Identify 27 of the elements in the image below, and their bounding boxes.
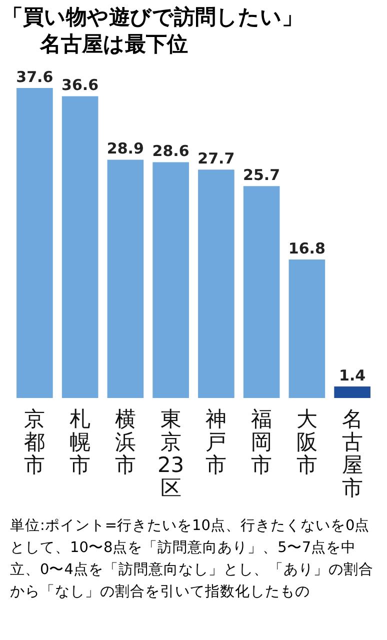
bar <box>334 386 370 398</box>
x-tick-label: 神戸市 <box>206 407 227 477</box>
x-tick-label: 札幌市 <box>70 407 91 477</box>
data-label: 16.8 <box>288 239 326 258</box>
data-label: 25.7 <box>243 166 280 184</box>
x-tick-label: 東京23区 <box>157 407 184 500</box>
data-label: 37.6 <box>16 68 54 86</box>
data-label: 1.4 <box>339 366 366 384</box>
data-label: 28.6 <box>152 142 190 160</box>
bar <box>288 259 326 398</box>
bar <box>198 170 234 398</box>
chart-title: 「買い物や遊びで訪問したい」 <box>2 4 304 31</box>
bar <box>152 162 189 398</box>
data-label: 28.9 <box>106 140 144 158</box>
chart-subtitle: 名古屋は最下位 <box>40 31 189 58</box>
data-label: 36.6 <box>62 76 99 94</box>
x-tick-label: 京都市 <box>24 407 46 477</box>
bar <box>107 160 144 398</box>
text: 単位:ポイント=行きたいを10点、行きたくないを0点として、10〜8点を「訪問意向あり」、5〜7点を中立、0〜4点を「訪問意向なし」とし、「あり」の割合から「なし」の割合を引いて指数化したもの <box>10 517 374 602</box>
x-tick-label: 福岡市 <box>251 407 272 477</box>
x-tick-label: 大阪市 <box>296 407 318 477</box>
bar <box>16 88 53 398</box>
bar <box>243 186 280 398</box>
x-tick-label: 名古屋市 <box>342 407 363 500</box>
x-tick-label: 横浜市 <box>114 407 136 477</box>
bar <box>62 96 98 398</box>
data-label: 27.7 <box>198 150 235 168</box>
